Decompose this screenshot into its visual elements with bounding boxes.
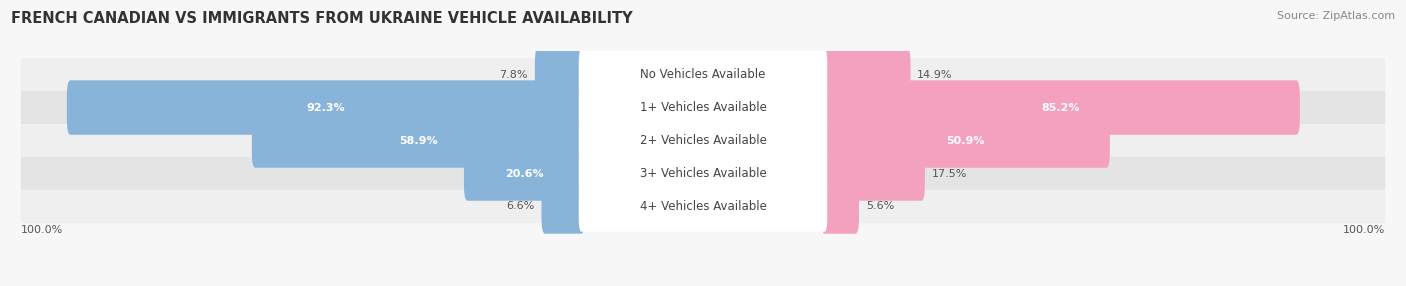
FancyBboxPatch shape	[821, 179, 859, 234]
Text: 100.0%: 100.0%	[21, 225, 63, 235]
Text: No Vehicles Available: No Vehicles Available	[640, 68, 766, 81]
FancyBboxPatch shape	[252, 113, 585, 168]
Text: 14.9%: 14.9%	[917, 69, 953, 80]
Text: 20.6%: 20.6%	[505, 168, 544, 178]
Text: 6.6%: 6.6%	[506, 201, 534, 211]
Text: 5.6%: 5.6%	[866, 201, 894, 211]
FancyBboxPatch shape	[67, 80, 585, 135]
FancyBboxPatch shape	[21, 157, 1385, 190]
Text: 1+ Vehicles Available: 1+ Vehicles Available	[640, 101, 766, 114]
Text: 7.8%: 7.8%	[499, 69, 529, 80]
FancyBboxPatch shape	[21, 91, 1385, 124]
FancyBboxPatch shape	[534, 47, 585, 102]
Text: Source: ZipAtlas.com: Source: ZipAtlas.com	[1277, 11, 1395, 21]
Text: 92.3%: 92.3%	[307, 103, 344, 113]
Text: 100.0%: 100.0%	[1343, 225, 1385, 235]
FancyBboxPatch shape	[821, 113, 1109, 168]
Text: 50.9%: 50.9%	[946, 136, 984, 146]
FancyBboxPatch shape	[579, 181, 827, 232]
FancyBboxPatch shape	[579, 148, 827, 199]
Text: 85.2%: 85.2%	[1042, 103, 1080, 113]
Text: FRENCH CANADIAN VS IMMIGRANTS FROM UKRAINE VEHICLE AVAILABILITY: FRENCH CANADIAN VS IMMIGRANTS FROM UKRAI…	[11, 11, 633, 26]
FancyBboxPatch shape	[821, 146, 925, 201]
FancyBboxPatch shape	[579, 115, 827, 166]
Text: 58.9%: 58.9%	[399, 136, 437, 146]
FancyBboxPatch shape	[821, 47, 911, 102]
FancyBboxPatch shape	[821, 80, 1299, 135]
FancyBboxPatch shape	[21, 190, 1385, 223]
Text: 3+ Vehicles Available: 3+ Vehicles Available	[640, 167, 766, 180]
Text: 4+ Vehicles Available: 4+ Vehicles Available	[640, 200, 766, 213]
Text: 2+ Vehicles Available: 2+ Vehicles Available	[640, 134, 766, 147]
FancyBboxPatch shape	[579, 49, 827, 100]
FancyBboxPatch shape	[464, 146, 585, 201]
Text: 17.5%: 17.5%	[932, 168, 967, 178]
FancyBboxPatch shape	[541, 179, 585, 234]
FancyBboxPatch shape	[579, 82, 827, 133]
FancyBboxPatch shape	[21, 124, 1385, 157]
FancyBboxPatch shape	[21, 58, 1385, 91]
